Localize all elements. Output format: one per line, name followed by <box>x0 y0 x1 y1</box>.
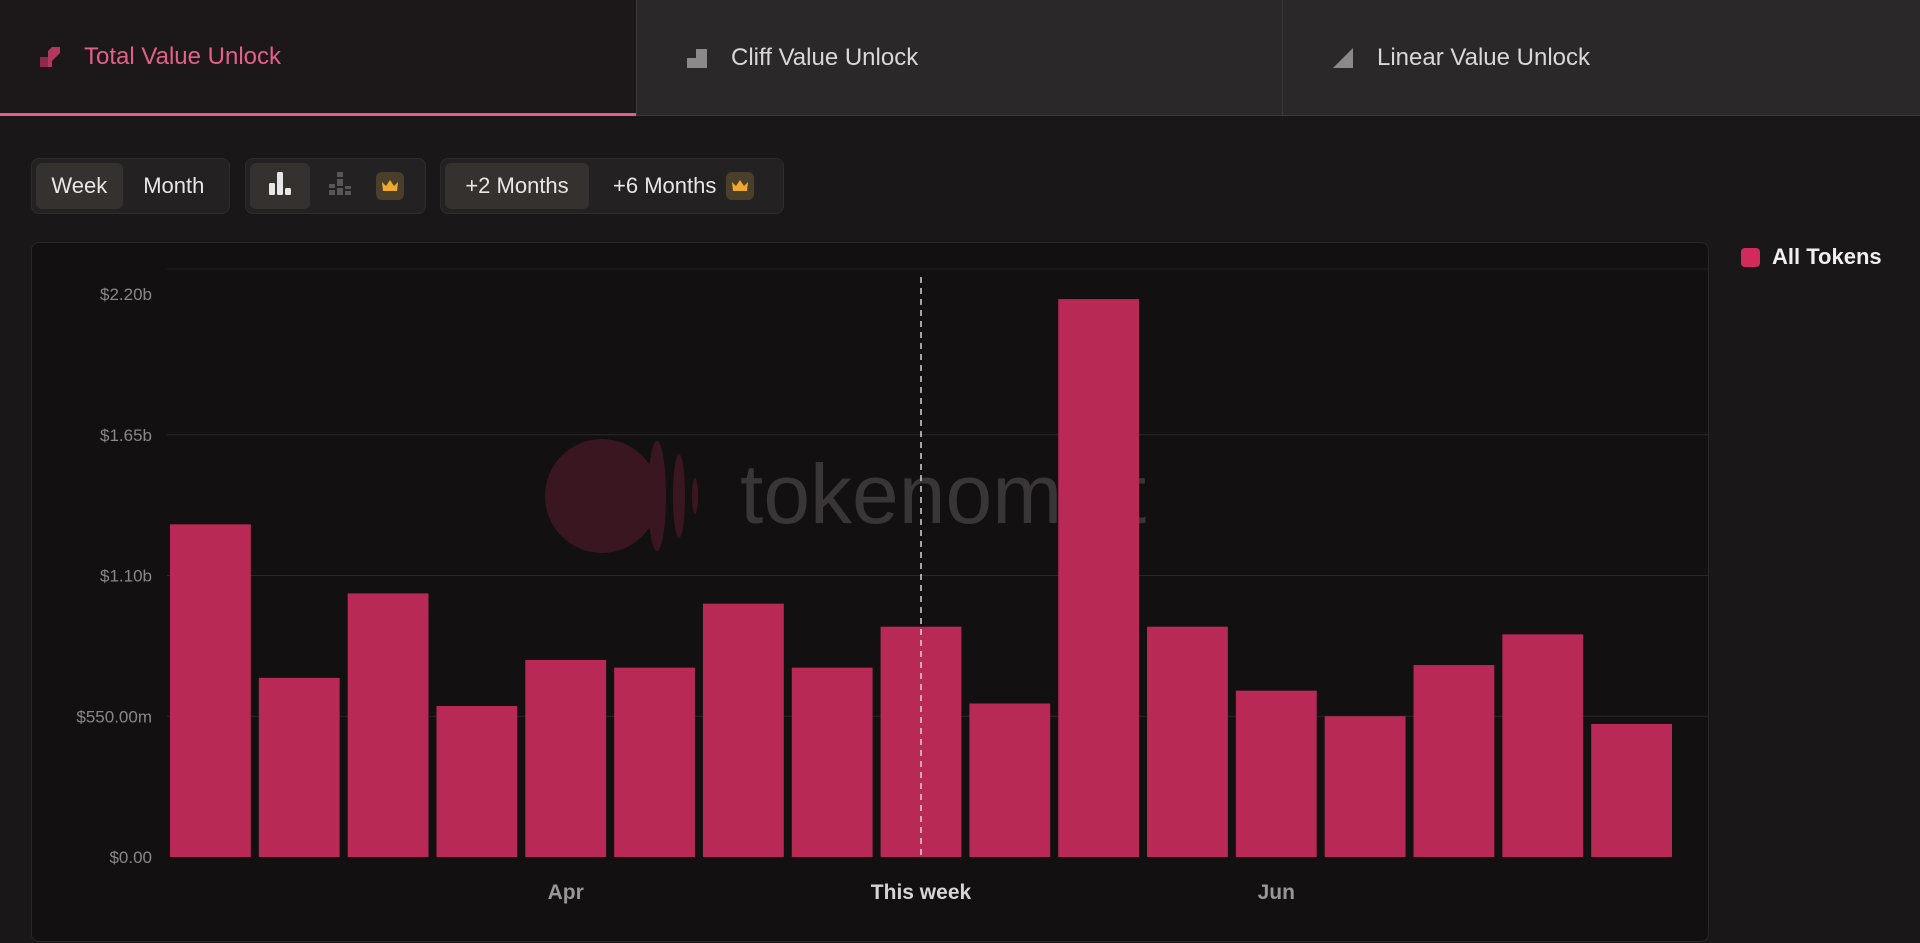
chart-panel: tokenomist $0.00 $550.00m $1.10b $1.65b $2.2… <box>31 242 1709 942</box>
bar[interactable] <box>1147 626 1228 857</box>
x-tick-label: Jun <box>1258 881 1295 904</box>
cliff-unlock-icon <box>685 46 709 70</box>
crown-icon <box>726 172 755 200</box>
stacked-chart-icon <box>326 169 354 203</box>
y-tick-label: $550.00m <box>76 707 152 726</box>
tab-label: Total Value Unlock <box>84 42 281 70</box>
x-tick-label: Apr <box>548 881 584 904</box>
y-tick-label: $0.00 <box>109 848 152 867</box>
premium-badge <box>370 163 410 209</box>
bar[interactable] <box>614 667 695 857</box>
bar[interactable] <box>1591 723 1672 857</box>
bar[interactable] <box>258 677 340 857</box>
bar[interactable] <box>347 593 429 857</box>
legend-item-all-tokens[interactable]: All Tokens <box>1741 244 1882 270</box>
six-months-button[interactable]: +6 Months <box>589 163 769 209</box>
bar[interactable] <box>436 706 518 857</box>
bar-chart-icon <box>266 169 294 203</box>
tokenomist-watermark: tokenomist <box>545 439 1146 553</box>
x-axis: Apr This week Jun <box>548 881 1295 904</box>
tab-label: Cliff Value Unlock <box>731 43 919 71</box>
bar[interactable] <box>525 659 607 857</box>
bar[interactable] <box>1235 690 1317 857</box>
linear-unlock-icon <box>1331 46 1355 70</box>
tab-cliff-value-unlock[interactable]: Cliff Value Unlock <box>636 0 1282 116</box>
bars <box>170 299 1672 858</box>
unlock-tabs: Total Value Unlock Cliff Value Unlock Li… <box>0 0 1920 116</box>
unlock-bar-chart: tokenomist $0.00 $550.00m $1.10b $1.65b $2.2… <box>76 268 1709 904</box>
period-toggle: Week Month <box>31 158 230 214</box>
bar[interactable] <box>1502 634 1584 857</box>
y-tick-label: $1.65b <box>100 426 152 445</box>
legend-label: All Tokens <box>1772 244 1882 269</box>
bar[interactable] <box>702 603 784 857</box>
y-axis: $0.00 $550.00m $1.10b $1.65b $2.20b <box>76 285 152 867</box>
month-button[interactable]: Month <box>143 173 205 198</box>
bar-chart-button[interactable] <box>250 163 310 209</box>
y-tick-label: $2.20b <box>100 285 152 304</box>
bar[interactable] <box>791 667 873 857</box>
two-months-button[interactable]: +2 Months <box>445 163 589 209</box>
range-toggle: +2 Months +6 Months <box>440 158 784 214</box>
six-months-label: +6 Months <box>613 173 717 198</box>
tab-label: Linear Value Unlock <box>1377 43 1591 71</box>
bar[interactable] <box>969 703 1051 857</box>
tab-total-value-unlock[interactable]: Total Value Unlock <box>0 0 636 116</box>
total-unlock-icon <box>38 45 62 69</box>
legend-swatch <box>1741 247 1760 267</box>
tab-linear-value-unlock[interactable]: Linear Value Unlock <box>1282 0 1920 116</box>
stacked-chart-button[interactable] <box>310 163 370 209</box>
bar[interactable] <box>1413 665 1495 857</box>
y-tick-label: $1.10b <box>100 567 152 586</box>
bar[interactable] <box>1058 299 1140 858</box>
bar[interactable] <box>170 524 251 857</box>
week-button[interactable]: Week <box>36 163 123 209</box>
bar[interactable] <box>1324 716 1406 857</box>
crown-icon <box>376 172 404 200</box>
chart-type-toggle <box>245 158 426 214</box>
x-tick-label: This week <box>871 881 972 904</box>
